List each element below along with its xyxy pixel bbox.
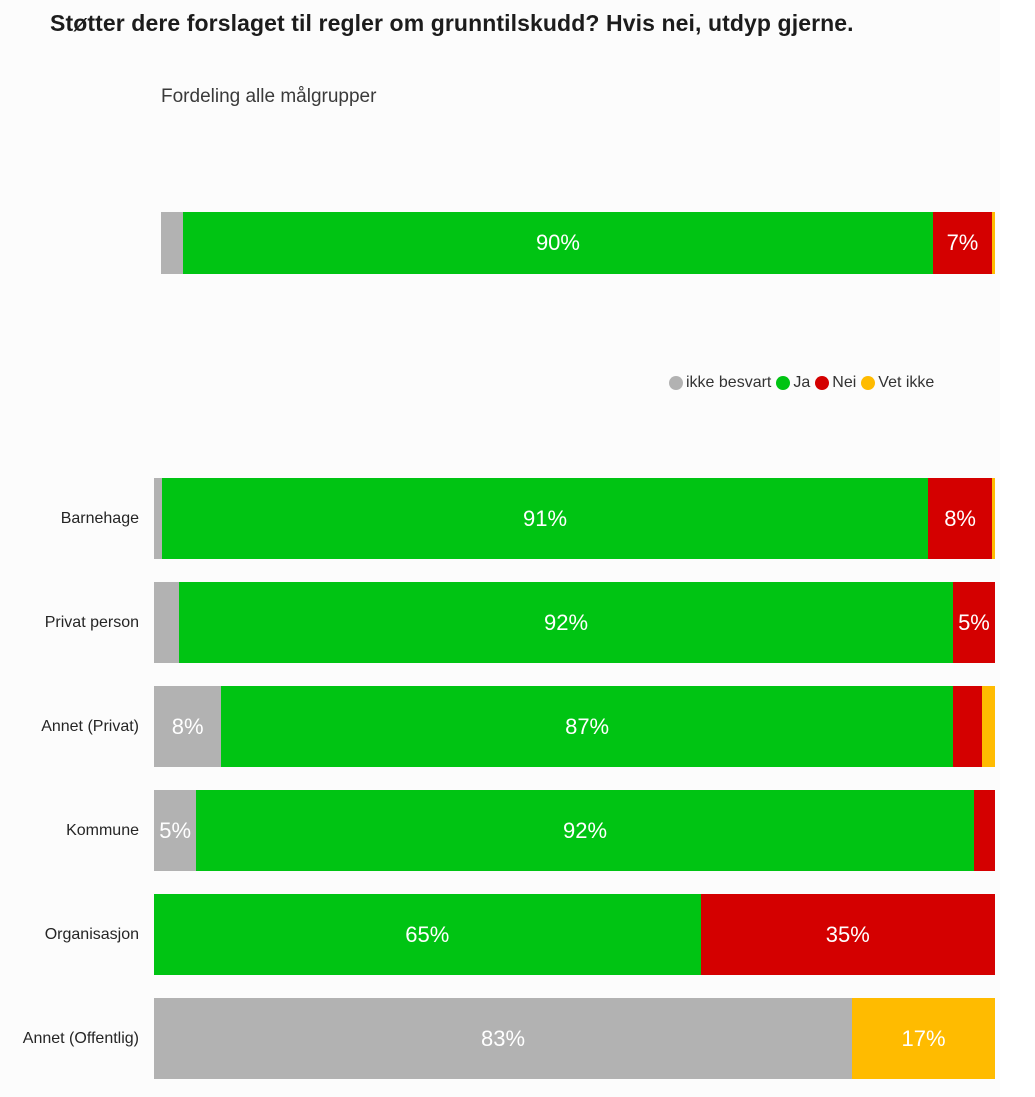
bar-row-annet-privat: Annet (Privat) 8% 87% xyxy=(41,686,995,767)
legend-dot-ikke-besvart xyxy=(669,376,683,390)
legend: ikke besvart Ja Nei Vet ikke xyxy=(669,372,939,394)
bar-row-annet-offentlig: Annet (Offentlig) 83% 17% xyxy=(23,998,995,1079)
bar-track: 8% 87% xyxy=(154,686,995,767)
category-label: Organisasjon xyxy=(44,925,139,943)
bar-track: 5% 92% xyxy=(154,790,995,871)
category-label: Kommune xyxy=(66,821,139,839)
bar-segment-vet-ikke[interactable] xyxy=(982,686,995,767)
legend-item-ja[interactable]: Ja xyxy=(776,374,810,392)
bar-segment-nei[interactable] xyxy=(952,686,983,767)
bar-track: 83% 17% xyxy=(154,998,995,1079)
bar-track: 91% 8% xyxy=(154,478,995,559)
bar-value-label-ja: 92% xyxy=(563,817,608,843)
bar-row-barnehage: Barnehage 91% 8% xyxy=(61,478,995,559)
bar-segment-vet-ikke[interactable] xyxy=(992,478,995,559)
legend-label-ikke-besvart: ikke besvart xyxy=(686,374,772,391)
category-label: Annet (Offentlig) xyxy=(22,1029,139,1047)
legend-dot-ja xyxy=(776,376,791,390)
bar-track: 65% 35% xyxy=(154,894,995,975)
overall-bar-row: 90% 7% xyxy=(161,212,995,274)
overall-segment-vet-ikke[interactable] xyxy=(991,212,995,274)
bar-value-label-nei: 5% xyxy=(958,609,990,635)
bar-segment-ja[interactable] xyxy=(196,790,974,871)
overall-value-label-nei: 7% xyxy=(946,230,979,255)
bar-value-label-vet-ikke: 17% xyxy=(901,1025,946,1051)
overall-segment-ikke-besvart[interactable] xyxy=(161,212,183,274)
bar-segment-ikke-besvart[interactable] xyxy=(154,998,853,1079)
chart-subtitle: Fordeling alle målgrupper xyxy=(161,86,377,107)
bar-value-label-nei: 8% xyxy=(944,505,976,531)
bar-segment-ikke-besvart[interactable] xyxy=(154,478,163,559)
legend-dot-vet-ikke xyxy=(861,376,876,390)
legend-item-ikke-besvart[interactable]: ikke besvart xyxy=(669,374,771,392)
overall-segment-ja[interactable] xyxy=(182,212,934,274)
overall-segment-nei[interactable] xyxy=(933,212,992,274)
legend-dot-nei xyxy=(815,376,830,390)
bar-row-kommune: Kommune 5% 92% xyxy=(66,790,995,871)
bar-segment-nei[interactable] xyxy=(927,478,993,559)
bar-segment-ikke-besvart[interactable] xyxy=(154,790,197,871)
bar-segment-ja[interactable] xyxy=(154,894,701,975)
legend-label-ja: Ja xyxy=(793,374,811,391)
bar-track: 92% 5% xyxy=(154,582,995,663)
bar-value-label-ikke-besvart: 8% xyxy=(171,713,204,739)
bar-segment-nei[interactable] xyxy=(952,582,995,663)
legend-item-nei[interactable]: Nei xyxy=(815,374,856,392)
bar-value-label-ja: 87% xyxy=(565,713,610,739)
bar-row-privat-person: Privat person 92% 5% xyxy=(45,582,995,663)
legend-item-vet-ikke[interactable]: Vet ikke xyxy=(861,374,934,392)
bar-segment-ja[interactable] xyxy=(221,686,953,767)
bar-row-organisasjon: Organisasjon 65% 35% xyxy=(45,894,995,975)
bar-value-label-ikke-besvart: 83% xyxy=(480,1025,526,1051)
chart-title: Støtter dere forslaget til regler om gru… xyxy=(50,10,854,36)
overall-bar-track: 90% 7% xyxy=(161,212,995,274)
category-label: Barnehage xyxy=(60,509,139,527)
legend-label-nei: Nei xyxy=(832,374,857,391)
bar-value-label-ikke-besvart: 5% xyxy=(159,817,192,843)
bar-segment-nei[interactable] xyxy=(700,894,995,975)
legend-label-vet-ikke: Vet ikke xyxy=(878,374,935,391)
bar-value-label-nei: 35% xyxy=(825,921,870,947)
bar-segment-ja[interactable] xyxy=(179,582,953,663)
bar-segment-vet-ikke[interactable] xyxy=(852,998,995,1079)
overall-value-label-ja: 90% xyxy=(535,230,580,255)
bar-value-label-ja: 92% xyxy=(544,609,589,635)
category-label: Annet (Privat) xyxy=(41,717,139,735)
bar-segment-ja[interactable] xyxy=(162,478,928,559)
bar-segment-ikke-besvart[interactable] xyxy=(154,582,180,663)
category-label: Privat person xyxy=(44,613,139,631)
bar-segment-nei[interactable] xyxy=(973,790,995,871)
bar-segment-ikke-besvart[interactable] xyxy=(154,686,222,767)
bar-value-label-ja: 91% xyxy=(523,505,568,531)
bar-value-label-ja: 65% xyxy=(405,921,450,947)
